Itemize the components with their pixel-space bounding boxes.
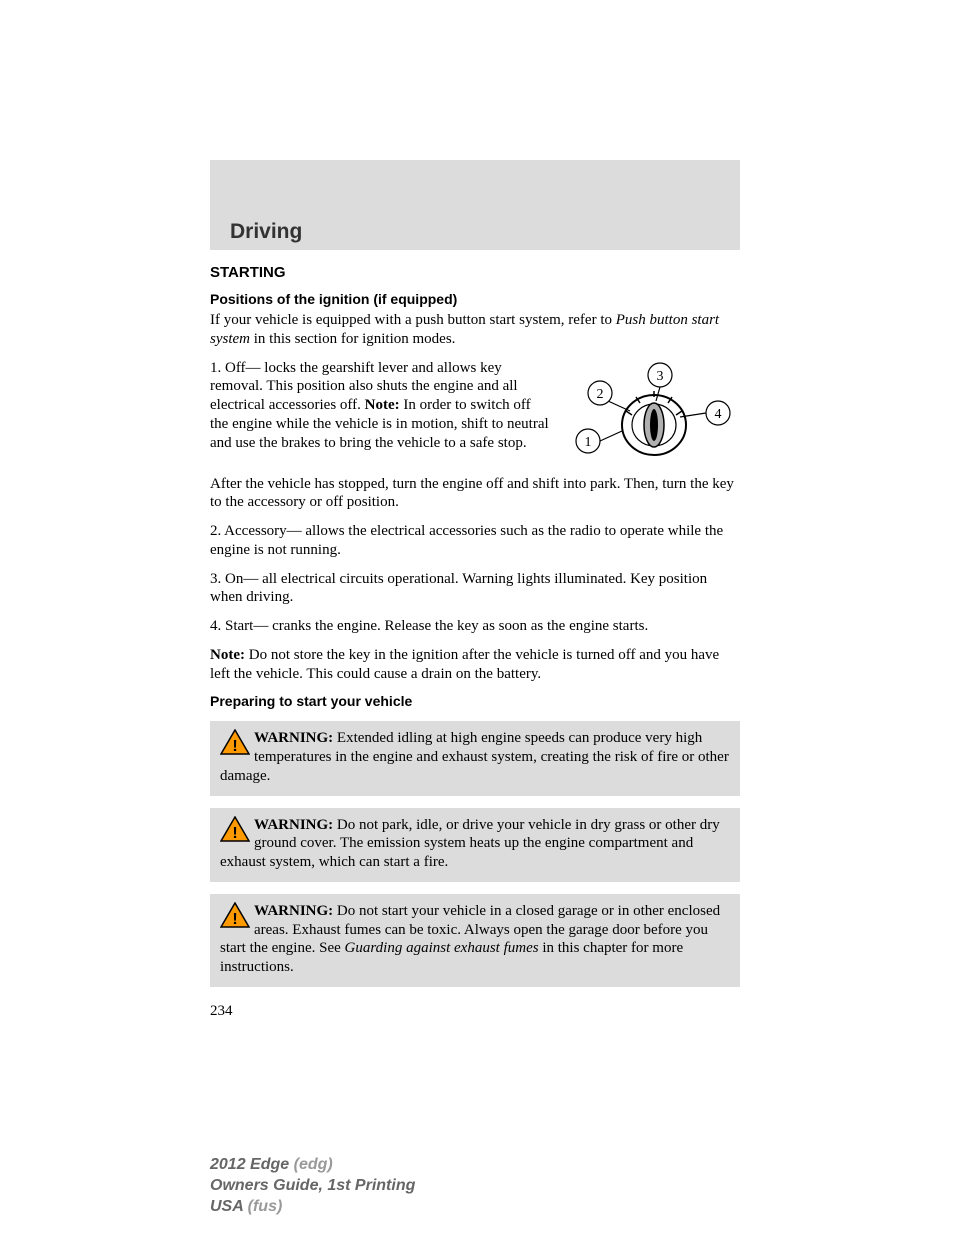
pos1-note-label: Note: (365, 397, 400, 413)
footer-country: USA (210, 1198, 248, 1215)
heading-starting: STARTING (210, 264, 740, 281)
footer: 2012 Edge (edg) Owners Guide, 1st Printi… (210, 1155, 415, 1217)
warning-label-2: WARNING: (254, 817, 333, 833)
note2-text: Do not store the key in the ignition aft… (210, 647, 719, 682)
warning-icon: ! (220, 729, 250, 755)
section-header: Driving (210, 160, 740, 250)
footer-code-1: (edg) (294, 1156, 333, 1173)
svg-text:3: 3 (657, 369, 664, 384)
content-area: STARTING Positions of the ignition (if e… (210, 250, 740, 1020)
pos3-text: 3. On— all electrical circuits operation… (210, 570, 740, 608)
page-number: 234 (210, 1003, 740, 1020)
section-title: Driving (230, 220, 720, 244)
ignition-diagram: 1 2 3 4 (560, 361, 740, 471)
position-1-block: 1 2 3 4 1. Off— locks the gearshift leve… (210, 359, 740, 471)
pos2-text: 2. Accessory— allows the electrical acce… (210, 522, 740, 560)
warning-icon: ! (220, 902, 250, 928)
svg-text:!: ! (232, 825, 237, 842)
warning-icon: ! (220, 816, 250, 842)
footer-line-1: 2012 Edge (edg) (210, 1155, 415, 1176)
footer-line-3: USA (fus) (210, 1197, 415, 1218)
heading-positions: Positions of the ignition (if equipped) (210, 291, 740, 307)
footer-code-2: (fus) (248, 1198, 283, 1215)
pos1-after: After the vehicle has stopped, turn the … (210, 475, 740, 513)
pos4-text: 4. Start— cranks the engine. Release the… (210, 617, 740, 636)
intro-text-1: If your vehicle is equipped with a push … (210, 312, 616, 328)
warning-label-1: WARNING: (254, 730, 333, 746)
warning-box-1: ! WARNING: Extended idling at high engin… (210, 721, 740, 795)
note2-label: Note: (210, 647, 245, 663)
svg-text:1: 1 (585, 435, 592, 450)
note2-paragraph: Note: Do not store the key in the igniti… (210, 646, 740, 684)
svg-text:2: 2 (597, 387, 604, 402)
svg-text:!: ! (232, 911, 237, 928)
warning-text-3-italic: Guarding against exhaust fumes (345, 940, 539, 956)
heading-preparing: Preparing to start your vehicle (210, 693, 740, 709)
intro-text-2: in this section for ignition modes. (250, 331, 455, 347)
intro-paragraph: If your vehicle is equipped with a push … (210, 311, 740, 349)
footer-line-2: Owners Guide, 1st Printing (210, 1176, 415, 1197)
ignition-diagram-svg: 1 2 3 4 (560, 361, 740, 471)
page-container: Driving STARTING Positions of the igniti… (210, 160, 740, 1020)
warning-box-3: ! WARNING: Do not start your vehicle in … (210, 894, 740, 987)
svg-text:!: ! (232, 738, 237, 755)
footer-model: 2012 Edge (210, 1156, 294, 1173)
warning-label-3: WARNING: (254, 903, 333, 919)
warning-box-2: ! WARNING: Do not park, idle, or drive y… (210, 808, 740, 882)
svg-text:4: 4 (715, 407, 722, 422)
